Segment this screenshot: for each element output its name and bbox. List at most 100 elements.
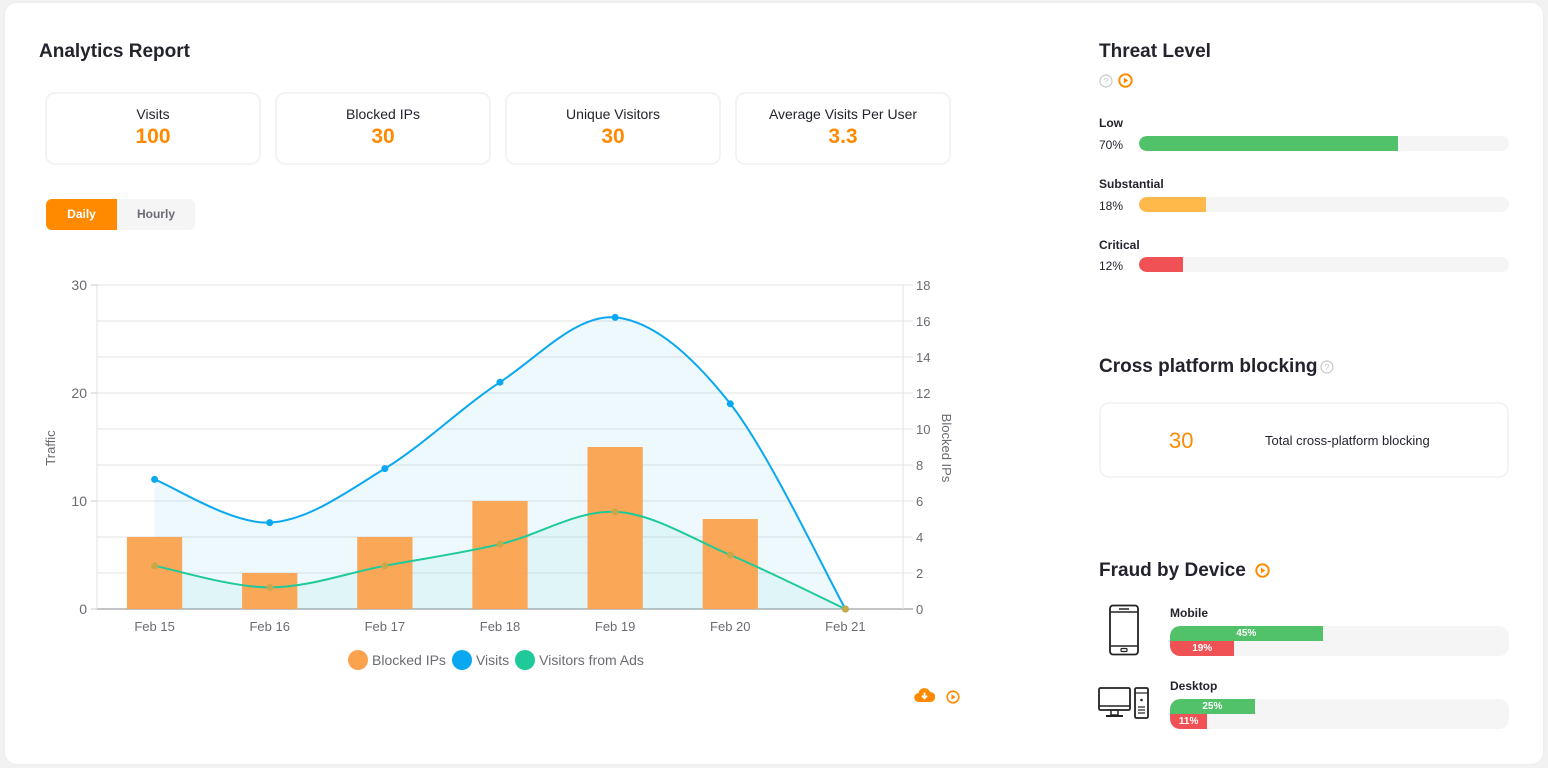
legend-item-visits[interactable]: Visits [451, 650, 510, 670]
help-icon[interactable]: ? [1099, 74, 1113, 88]
analytics-title: Analytics Report [39, 41, 190, 62]
legend-label: Visits [475, 652, 510, 668]
device-bar-desktop: 25% 11% [1170, 699, 1509, 729]
bar-blocked-ips [587, 447, 643, 609]
stat-card-unique-visitors: Unique Visitors 30 [505, 92, 721, 165]
y-tick-label: 20 [71, 385, 87, 401]
y-tick-label: 0 [79, 601, 87, 617]
svg-text:?: ? [1324, 363, 1329, 373]
threat-label-substantial: Substantial [1099, 177, 1164, 191]
period-toggle: Daily Hourly [46, 199, 195, 230]
x-tick-label: Feb 17 [365, 619, 405, 634]
legend-swatch [348, 650, 368, 670]
stat-label: Visits [136, 106, 170, 122]
help-icon[interactable]: ? [1320, 360, 1334, 374]
y2-tick-label: 12 [916, 386, 930, 401]
stat-label: Unique Visitors [566, 106, 660, 122]
point-visitors-from-ads[interactable] [496, 540, 504, 548]
cross-platform-title: Cross platform blocking [1099, 356, 1318, 377]
legend-item-visitors-from-ads[interactable]: Visitors from Ads [515, 650, 644, 670]
stat-value: 30 [371, 125, 395, 148]
cross-platform-description: Total cross-platform blocking [1265, 433, 1430, 448]
cloud-download-icon[interactable] [914, 687, 935, 703]
desktop-computer-icon [1098, 687, 1149, 719]
y2-tick-label: 4 [916, 530, 923, 545]
x-tick-label: Feb 19 [595, 619, 635, 634]
toggle-hourly[interactable]: Hourly [136, 207, 175, 221]
legend-label: Visitors from Ads [539, 652, 644, 668]
device-label-mobile: Mobile [1170, 606, 1208, 620]
play-circle-icon[interactable] [1255, 563, 1270, 578]
y2-axis-label: Blocked IPs [939, 414, 954, 483]
point-visitors-from-ads[interactable] [151, 562, 159, 570]
stat-value: 30 [601, 125, 625, 148]
x-tick-label: Feb 16 [249, 619, 289, 634]
threat-pct-low: 70% [1099, 138, 1124, 152]
point-visitors-from-ads[interactable] [266, 583, 274, 591]
threat-label-critical: Critical [1099, 238, 1140, 252]
stat-card-visits: Visits 100 [45, 92, 261, 165]
threat-label-low: Low [1099, 116, 1123, 130]
point-visitors-from-ads[interactable] [726, 551, 734, 559]
device-bar-green: 45% [1170, 626, 1323, 641]
threat-bar-low [1139, 136, 1509, 151]
mobile-phone-icon [1109, 604, 1139, 656]
x-tick-label: Feb 18 [480, 619, 520, 634]
point-visits[interactable] [381, 465, 389, 473]
point-visits[interactable] [266, 519, 274, 527]
play-circle-icon[interactable] [946, 690, 960, 704]
point-visitors-from-ads[interactable] [841, 605, 849, 613]
point-visits[interactable] [151, 475, 159, 483]
point-visits[interactable] [611, 313, 619, 321]
chart-legend: Blocked IPs Visits Visitors from Ads [348, 650, 650, 670]
y-tick-label: 30 [71, 277, 87, 293]
play-circle-icon[interactable] [1118, 73, 1133, 88]
x-tick-label: Feb 20 [710, 619, 750, 634]
bar-blocked-ips [357, 537, 413, 609]
threat-pct-substantial: 18% [1099, 199, 1124, 213]
stat-card-blocked-ips: Blocked IPs 30 [275, 92, 491, 165]
threat-bar-critical [1139, 257, 1509, 272]
bar-blocked-ips [242, 573, 298, 609]
stat-label: Blocked IPs [346, 106, 420, 122]
y2-tick-label: 18 [916, 278, 930, 293]
cross-platform-value: 30 [1169, 428, 1194, 453]
device-label-desktop: Desktop [1170, 679, 1218, 693]
y2-tick-label: 0 [916, 602, 923, 617]
x-tick-label: Feb 21 [825, 619, 865, 634]
threat-pct-critical: 12% [1099, 259, 1124, 273]
legend-item-blocked-ips[interactable]: Blocked IPs [348, 650, 446, 670]
threat-bar-fill [1139, 136, 1398, 151]
svg-text:?: ? [1103, 77, 1108, 87]
bar-blocked-ips [126, 537, 183, 609]
y2-tick-label: 16 [916, 314, 930, 329]
traffic-chart: 0 2 4 6 8 10 12 14 16 18 0 10 20 30 Feb 15 Feb 16 Feb 17… [43, 277, 954, 634]
threat-bar-fill [1139, 257, 1184, 272]
point-visitors-from-ads[interactable] [611, 508, 619, 516]
y2-tick-label: 14 [916, 350, 930, 365]
y2-tick-label: 10 [916, 422, 930, 437]
legend-swatch [515, 650, 536, 670]
toggle-daily[interactable]: Daily [46, 199, 117, 230]
y2-tick-label: 8 [916, 458, 923, 473]
cross-platform-box: 30 Total cross-platform blocking [1099, 402, 1509, 478]
stat-label: Average Visits Per User [768, 106, 918, 122]
point-visits[interactable] [726, 400, 734, 408]
point-visitors-from-ads[interactable] [381, 562, 389, 570]
stat-card-average-visits: Average Visits Per User 3.3 [735, 92, 951, 165]
threat-bar-substantial [1139, 197, 1509, 212]
y2-tick-label: 6 [916, 494, 923, 509]
y-tick-label: 10 [71, 493, 87, 509]
device-bar-red: 19% [1170, 641, 1235, 656]
bar-blocked-ips [472, 501, 528, 609]
point-visits[interactable] [496, 378, 504, 386]
device-bar-red: 11% [1170, 714, 1208, 729]
x-tick-label: Feb 15 [134, 619, 174, 634]
y2-tick-label: 2 [916, 566, 923, 581]
area-visits [154, 317, 846, 609]
device-bar-mobile: 45% 19% [1170, 626, 1509, 656]
threat-level-title: Threat Level [1099, 41, 1211, 62]
fraud-by-device-title: Fraud by Device [1099, 560, 1246, 581]
stat-value: 100 [135, 125, 171, 148]
y-axis-label: Traffic [43, 430, 58, 466]
